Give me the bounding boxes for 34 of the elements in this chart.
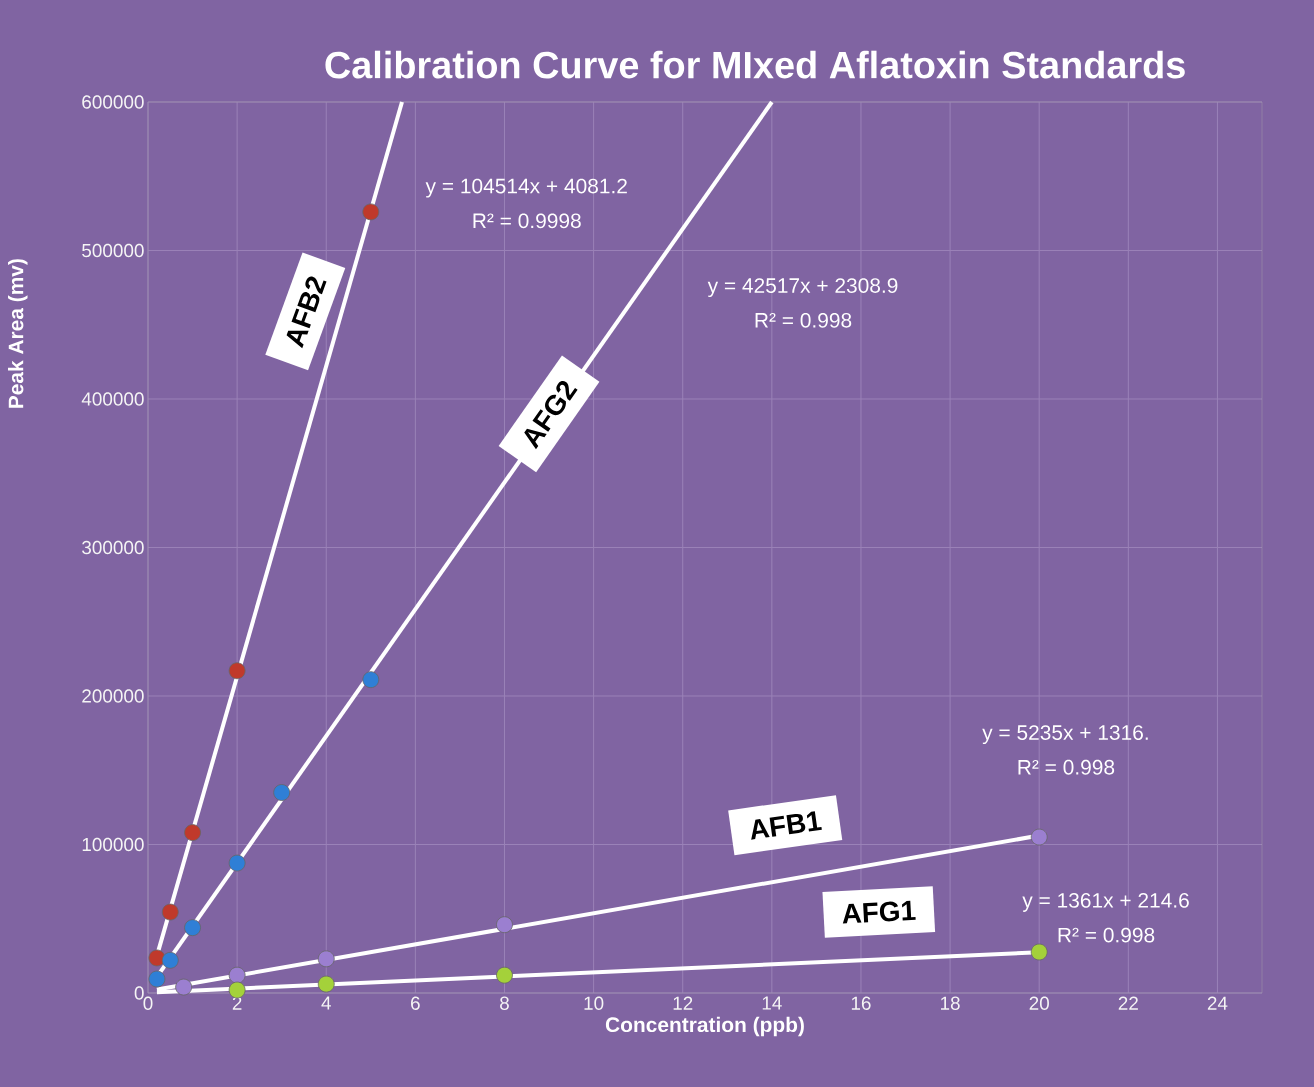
y-tick-label: 500000	[82, 243, 144, 258]
x-tick-label: 16	[851, 996, 871, 1010]
y-axis-title: Peak Area (mv)	[8, 259, 28, 408]
annotation: y = 1361x + 214.6	[1022, 892, 1189, 912]
y-tick-label: 200000	[82, 689, 144, 703]
x-tick-label: 4	[321, 996, 331, 1010]
x-tick-label: 8	[500, 996, 509, 1010]
x-tick-label: 0	[143, 996, 153, 1010]
x-tick-label: 14	[762, 996, 782, 1010]
annotation: R² = 0.998	[1058, 927, 1155, 943]
x-tick-label: 10	[584, 996, 604, 1010]
x-axis-title: Concentration (ppb)	[605, 1016, 804, 1037]
series-label: AFG1	[842, 900, 916, 924]
annotation: y = 42517x + 2308.9	[707, 278, 898, 298]
y-tick-label: 300000	[82, 540, 144, 555]
annotation: y = 5235x + 1316.	[982, 725, 1148, 745]
annotation: y = 104514x + 4081.2	[425, 178, 627, 198]
annotation: R² = 0.9998	[473, 213, 581, 229]
x-tick-label: 12	[673, 996, 693, 1010]
y-tick-label: 100000	[82, 837, 144, 852]
chart-title: Calibration Curve for MIxed Aflatoxin Standards	[325, 50, 1185, 79]
y-tick-label: 600000	[82, 95, 144, 109]
y-tick-label: 0	[134, 986, 144, 1000]
y-tick-label: 400000	[81, 392, 144, 406]
text: AFB1	[751, 811, 822, 840]
x-tick-label: 22	[1118, 996, 1138, 1010]
x-tick-label: 24	[1207, 996, 1228, 1010]
annotation: R² = 0.998	[1018, 759, 1115, 775]
x-tick-label: 6	[411, 996, 420, 1010]
x-tick-label: 18	[940, 996, 960, 1010]
text: AFB2	[286, 276, 327, 349]
x-tick-label: 2	[232, 996, 242, 1010]
annotation: R² = 0.998	[755, 312, 852, 328]
x-tick-label: 20	[1029, 996, 1049, 1010]
